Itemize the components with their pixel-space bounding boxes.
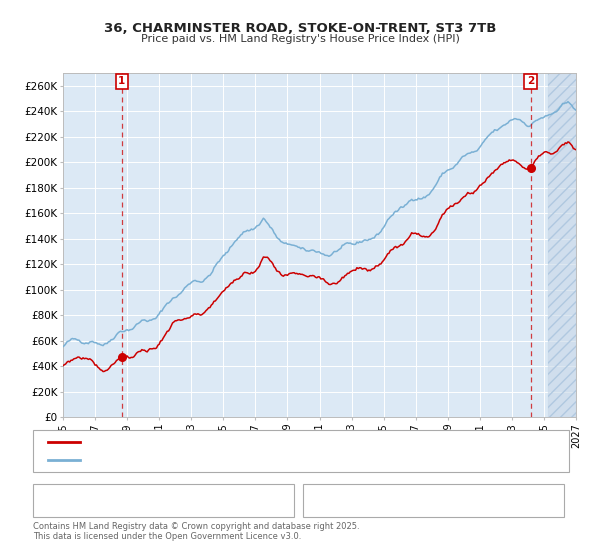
- Text: 6% ↓ HPI: 6% ↓ HPI: [468, 496, 517, 506]
- Text: 04-SEP-1998: 04-SEP-1998: [68, 496, 134, 506]
- Text: 2: 2: [313, 496, 320, 506]
- Text: 15% ↓ HPI: 15% ↓ HPI: [198, 496, 253, 506]
- Text: £210,000: £210,000: [408, 496, 457, 506]
- Text: Price paid vs. HM Land Registry's House Price Index (HPI): Price paid vs. HM Land Registry's House …: [140, 34, 460, 44]
- Text: 36, CHARMINSTER ROAD, STOKE-ON-TRENT, ST3 7TB: 36, CHARMINSTER ROAD, STOKE-ON-TRENT, ST…: [104, 22, 496, 35]
- Text: 1: 1: [43, 496, 50, 506]
- Text: HPI: Average price, detached house, Stoke-on-Trent: HPI: Average price, detached house, Stok…: [89, 455, 340, 465]
- Bar: [548, 73, 576, 417]
- Text: £51,000: £51,000: [138, 496, 181, 506]
- Bar: [548, 73, 576, 417]
- Text: 2: 2: [527, 76, 534, 86]
- Text: 07-MAR-2024: 07-MAR-2024: [338, 496, 407, 506]
- Text: Contains HM Land Registry data © Crown copyright and database right 2025.
This d: Contains HM Land Registry data © Crown c…: [33, 522, 359, 542]
- Text: 1: 1: [118, 76, 125, 86]
- Text: 36, CHARMINSTER ROAD, STOKE-ON-TRENT, ST3 7TB (detached house): 36, CHARMINSTER ROAD, STOKE-ON-TRENT, ST…: [89, 437, 438, 447]
